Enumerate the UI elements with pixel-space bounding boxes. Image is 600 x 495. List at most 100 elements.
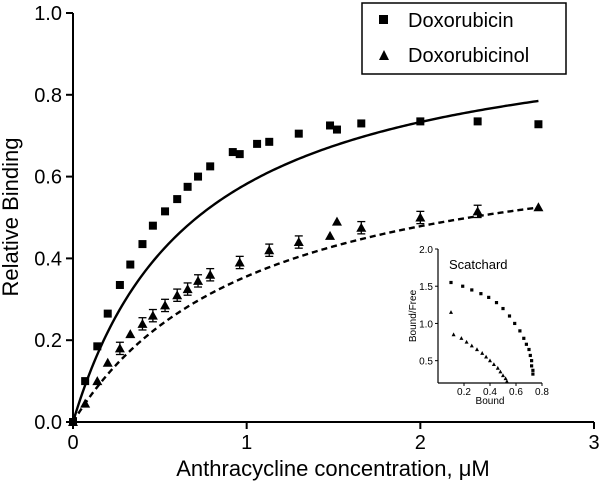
inset-y-tick-label: 1.0: [419, 319, 433, 330]
inset-doxorubicinol-point: [488, 358, 492, 363]
data-points: [68, 117, 544, 426]
inset-doxorubicin-point: [479, 292, 483, 296]
inset-doxorubicinol-point: [484, 354, 489, 359]
inset-y-tick-label: 1.5: [419, 282, 433, 293]
inset-doxorubicin-point: [527, 347, 531, 352]
doxorubicinol-point: [114, 343, 125, 353]
doxorubicin-point: [416, 117, 425, 126]
doxorubicinol-point: [125, 329, 136, 339]
doxorubicinol-point: [533, 202, 544, 212]
doxorubicinol-point: [331, 216, 342, 226]
doxorubicin-point: [138, 240, 147, 249]
inset-doxorubicinol-point: [459, 336, 464, 340]
main-ticks: 0 1 2 3 0.0 0.2 0.4 0.6 0.8 1.0: [34, 3, 599, 454]
doxorubicinol-point: [415, 212, 426, 222]
doxorubicinol-point: [137, 318, 148, 328]
doxorubicin-point: [534, 120, 543, 129]
inset-doxorubicinol-point: [469, 343, 474, 348]
inset-title: Scatchard: [449, 257, 508, 272]
doxorubicin-point: [194, 172, 203, 181]
doxorubicinol-point: [293, 237, 304, 247]
inset-x-tick-label: 0.4: [483, 387, 497, 398]
inset-doxorubicin-point: [494, 301, 499, 305]
main-axes: [72, 13, 594, 423]
inset-y-axis-title: Bound/Free: [408, 289, 419, 342]
inset-doxorubicinol-point: [501, 373, 505, 378]
inset-y-tick-label: 2.0: [419, 245, 433, 256]
inset-doxorubicin-point: [501, 306, 505, 311]
doxorubicin-point: [115, 280, 124, 289]
inset-doxorubicinol-point: [503, 376, 508, 381]
doxorubicinol-point: [264, 245, 275, 255]
doxorubicinol-point: [182, 284, 193, 294]
legend-box: [361, 2, 567, 75]
doxorubicinol-point: [325, 230, 336, 240]
doxorubicin-point: [326, 121, 335, 130]
inset-doxorubicin-point: [518, 329, 522, 333]
fit-curve-doxorubicin: [71, 99, 539, 423]
y-tick-label: 1.0: [34, 3, 62, 25]
legend-marker-doxorubicin: [379, 15, 388, 24]
y-axis-title: Relative Binding: [0, 138, 23, 297]
inset-doxorubicinol-point: [491, 362, 496, 366]
x-tick-label: 0: [67, 432, 78, 454]
fit-curve-doxorubicinol: [71, 206, 539, 423]
inset-doxorubicin-point: [487, 295, 491, 299]
doxorubicinol-point: [92, 376, 103, 386]
inset-doxorubicin-point: [449, 280, 453, 285]
doxorubicin-point: [265, 137, 274, 146]
doxorubicinol-point: [205, 269, 216, 279]
inset-x-axis-title: Bound: [476, 396, 505, 407]
doxorubicin-point: [173, 195, 182, 204]
inset-y-tick-label: 0.5: [419, 357, 433, 368]
doxorubicinol-point: [102, 357, 113, 367]
y-tick-label: 0.6: [34, 167, 62, 189]
doxorubicinol-point: [234, 257, 245, 267]
inset-doxorubicinol-point: [495, 365, 500, 370]
inset-doxorubicin-point: [530, 359, 534, 363]
doxorubicin-point: [332, 125, 341, 134]
scatchard-inset: 0.2 0.4 0.6 0.8 0.5 1.0 1.5 2.0 Scatchard Bound…: [408, 245, 549, 407]
doxorubicinol-point: [68, 417, 78, 426]
inset-doxorubicin-point: [461, 284, 465, 288]
x-tick-label: 3: [588, 432, 599, 454]
y-tick-label: 0.8: [34, 85, 62, 107]
x-axis-title: Anthracycline concentration, μM: [176, 456, 490, 481]
inset-doxorubicin-point: [513, 321, 517, 326]
doxorubicin-point: [148, 221, 157, 230]
doxorubicinol-point: [80, 398, 91, 408]
legend-label-doxorubicinol: Doxorubicinol: [408, 45, 529, 67]
doxorubicin-point: [228, 148, 237, 157]
doxorubicin-point: [294, 129, 303, 138]
x-tick-label: 2: [415, 432, 426, 454]
doxorubicin-point: [183, 182, 192, 191]
inset-doxorubicinol-point: [451, 332, 456, 337]
inset-doxorubicin-point: [522, 336, 526, 340]
error-bars: [115, 204, 482, 356]
y-tick-label: 0.2: [34, 330, 62, 352]
legend-marker-doxorubicinol: [379, 50, 389, 60]
doxorubicin-point: [235, 150, 244, 159]
doxorubicin-point: [161, 207, 170, 216]
doxorubicin-point: [206, 162, 215, 171]
doxorubicinol-point: [356, 222, 367, 232]
doxorubicinol-point: [193, 275, 204, 285]
x-tick-label: 1: [241, 432, 252, 454]
inset-x-tick-label: 0.6: [509, 387, 523, 398]
inset-doxorubicinol-point: [504, 379, 509, 384]
doxorubicin-point: [473, 117, 482, 126]
doxorubicinol-point: [160, 300, 171, 310]
legend: Doxorubicin Doxorubicinol: [361, 2, 567, 75]
inset-x-tick-label: 0.8: [535, 387, 549, 398]
inset-doxorubicin-point: [531, 372, 535, 376]
inset-doxorubicin-point: [470, 288, 474, 292]
inset-doxorubicinol-point: [480, 351, 485, 355]
doxorubicinol-point: [147, 310, 158, 320]
doxorubicinol-point: [472, 206, 483, 216]
inset-ticks: 0.2 0.4 0.6 0.8 0.5 1.0 1.5 2.0: [419, 245, 549, 398]
inset-doxorubicin-point: [528, 353, 532, 358]
inset-doxorubicinol-point: [449, 310, 453, 314]
inset-points: [449, 280, 535, 384]
doxorubicin-point: [126, 260, 135, 269]
